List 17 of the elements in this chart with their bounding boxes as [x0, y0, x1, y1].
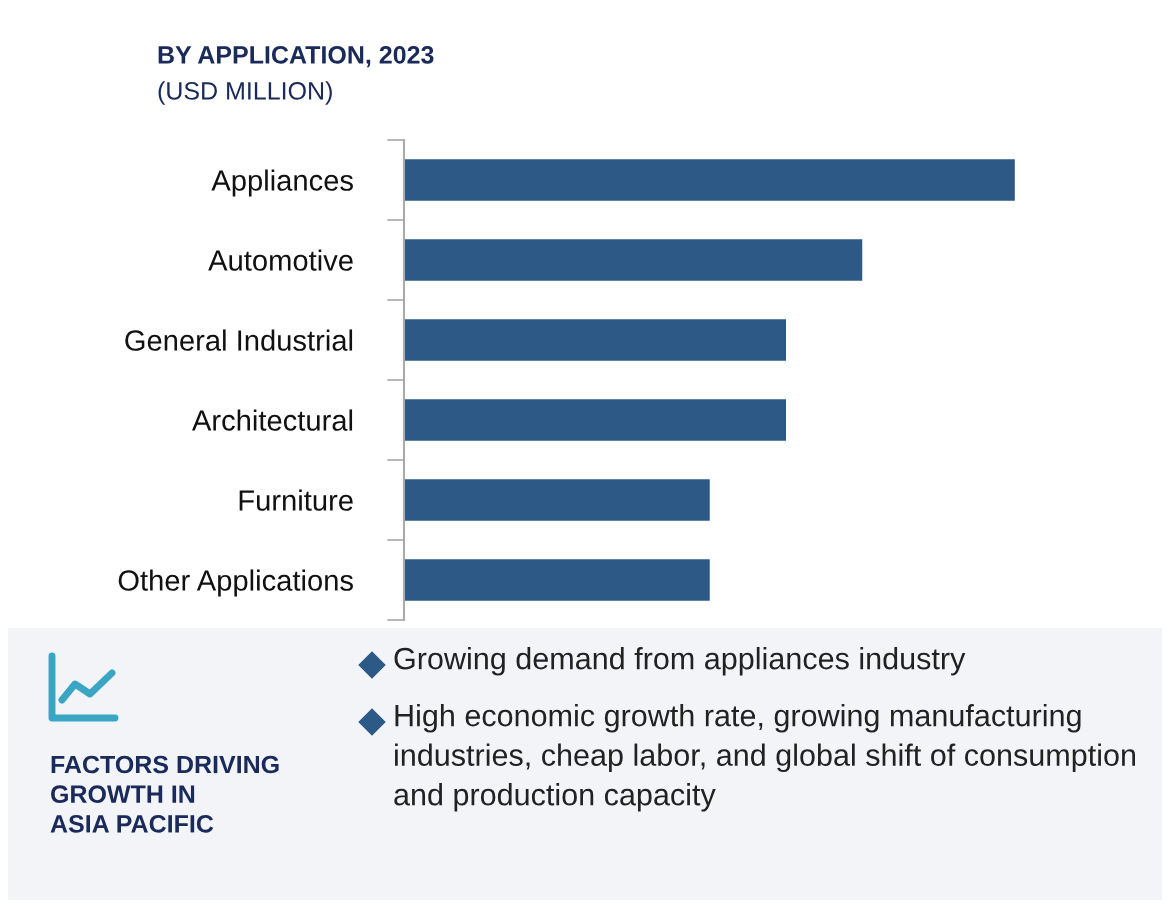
chart-subtitle: (USD MILLION) — [158, 81, 332, 105]
y-tick-label: Other Applications — [118, 569, 353, 597]
bar — [404, 479, 710, 521]
bar — [404, 159, 1015, 201]
bar — [404, 559, 710, 601]
y-tick-label: Furniture — [239, 489, 353, 511]
text: Growing demand from appliances industry — [394, 647, 966, 676]
chart-title: BY APPLICATION, 2023 — [158, 46, 434, 68]
y-tick-label: Automotive — [208, 249, 353, 271]
bar — [404, 239, 863, 281]
y-tick-label: Architectural — [191, 409, 353, 431]
bar — [404, 319, 786, 361]
y-tick-label: General Industrial — [125, 329, 353, 351]
text: High economic growth rate, growing manufacturing industries, cheap labor, and global shift of consumption and production capacity — [394, 704, 1136, 812]
text: FACTORS DRIVING GROWTH IN ASIA PACIFIC — [50, 755, 279, 833]
y-tick-label: Appliances — [211, 169, 353, 197]
bar — [404, 399, 786, 441]
